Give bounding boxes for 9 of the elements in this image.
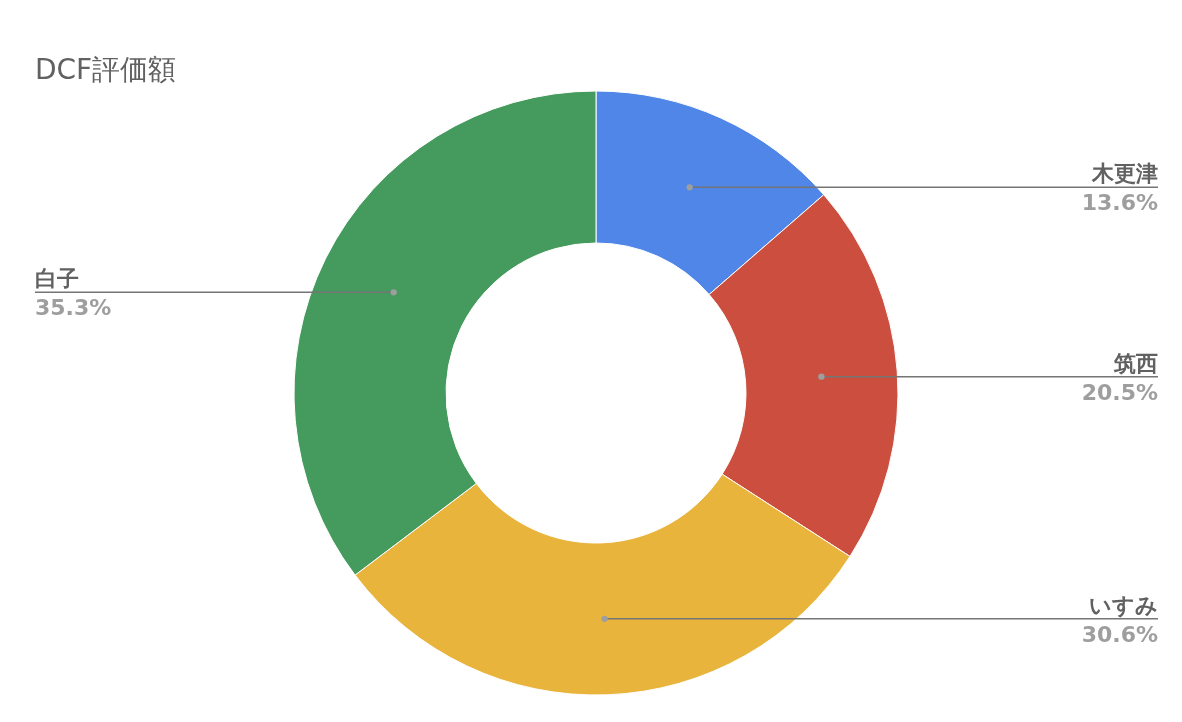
slice-label: 白子 [35, 266, 79, 292]
data-label: 13.6% [1081, 190, 1158, 216]
chart-title: DCF評価額 [35, 53, 177, 86]
data-label: 20.5% [1081, 379, 1158, 405]
data-label: 35.3% [35, 295, 112, 321]
slice-label: 木更津 [1091, 161, 1158, 187]
slice-label: 筑西 [1113, 350, 1158, 376]
data-label: 30.6% [1081, 621, 1158, 647]
slice-label: いすみ [1089, 592, 1158, 618]
